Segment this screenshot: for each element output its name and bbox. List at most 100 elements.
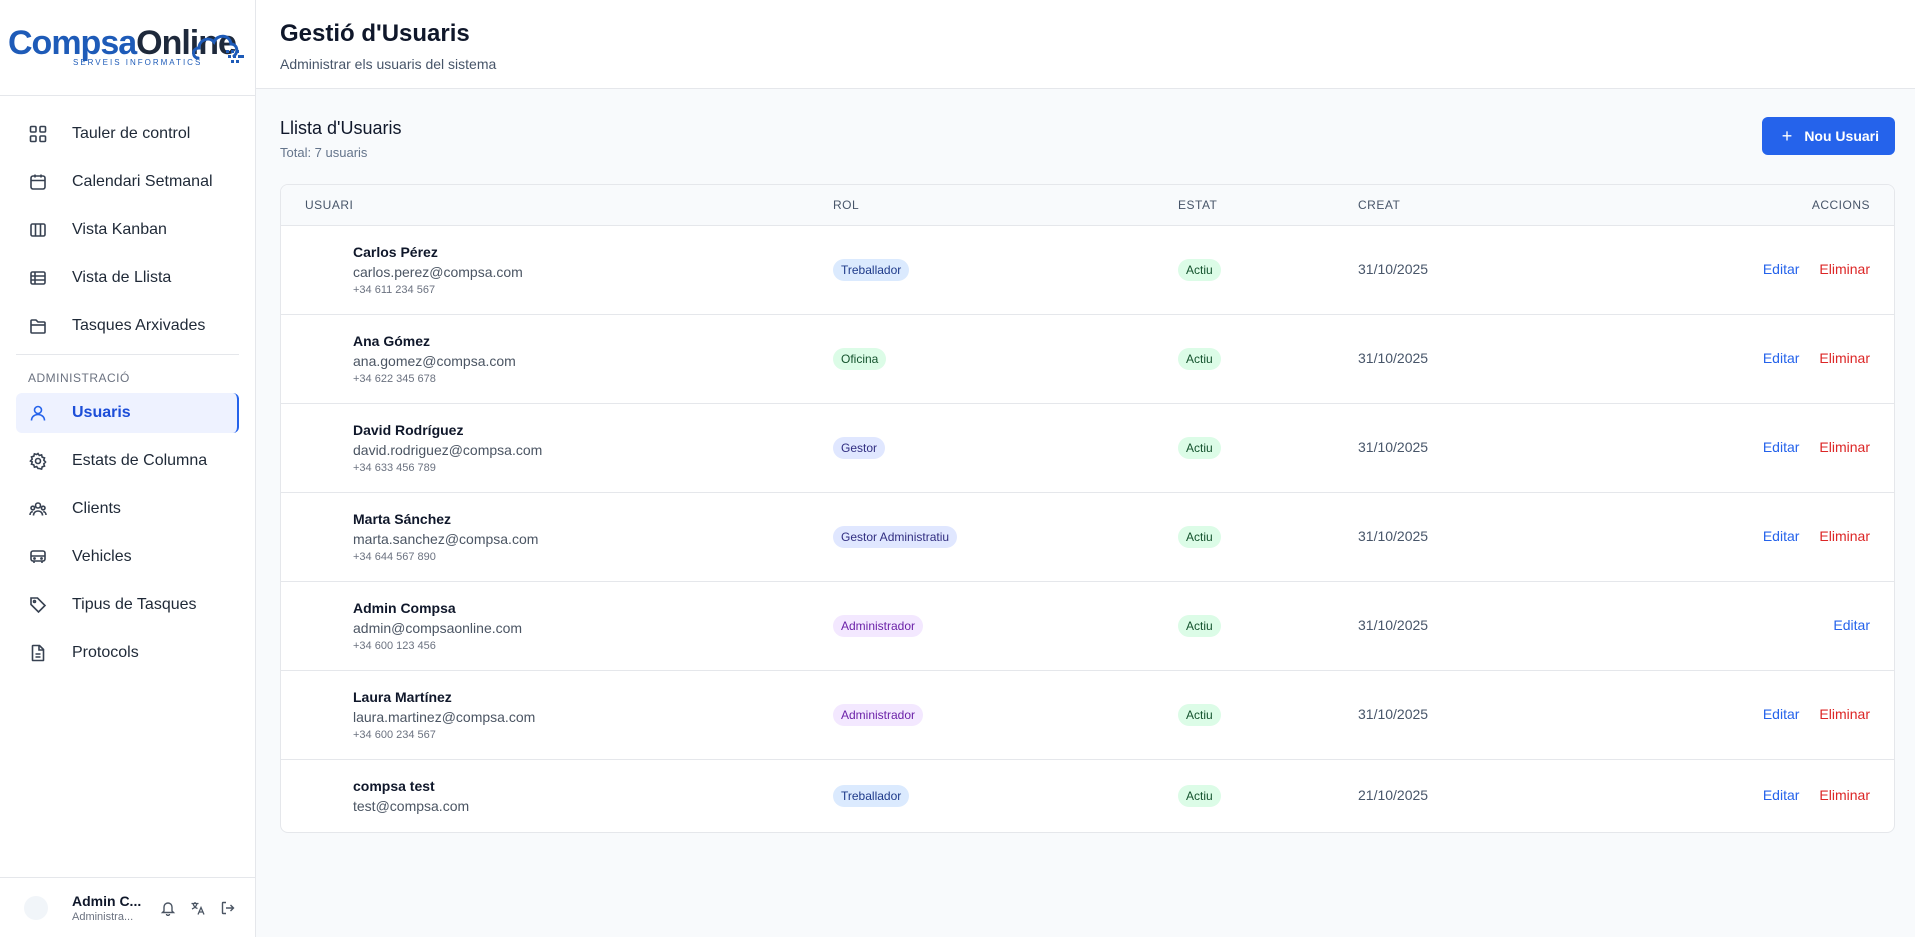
delete-button[interactable]: Eliminar [1819, 261, 1870, 277]
main-content: Llista d'Usuaris Total: 7 usuaris + Nou … [256, 89, 1915, 937]
edit-button[interactable]: Editar [1762, 787, 1800, 803]
sidebar-item-protocols[interactable]: Protocols [16, 633, 239, 673]
edit-button[interactable]: Editar [1762, 350, 1800, 366]
rol-cell: Oficina [833, 348, 1178, 370]
sidebar-item-label: Tipus de Tasques [72, 596, 197, 613]
edit-button[interactable]: Editar [1833, 617, 1870, 633]
creat-cell: 31/10/2025 [1358, 617, 1558, 635]
rol-cell: Gestor Administratiu [833, 526, 1178, 548]
avatar[interactable] [24, 895, 48, 920]
sidebar-item-label: Vista de Llista [72, 269, 172, 286]
sidebar-item-kanban[interactable]: Vista Kanban [16, 210, 239, 250]
nav-divider [16, 354, 239, 355]
delete-button[interactable]: Eliminar [1819, 787, 1870, 803]
edit-button[interactable]: Editar [1762, 706, 1800, 722]
user-cell: Marta Sánchez marta.sanchez@compsa.com +34… [281, 511, 833, 563]
column-header-rol: ROL [833, 198, 860, 212]
estat-cell: Actiu [1178, 526, 1358, 548]
estat-cell: Actiu [1178, 437, 1358, 459]
user-email: carlos.perez@compsa.com [353, 264, 523, 280]
kanban-icon [28, 220, 48, 240]
created-date: 21/10/2025 [1358, 787, 1429, 803]
user-icon [28, 403, 48, 423]
user-name: Carlos Pérez [353, 244, 438, 260]
user-name: Laura Martínez [353, 689, 452, 705]
sidebar-item-llista[interactable]: Vista de Llista [16, 258, 239, 298]
sidebar-item-usuaris[interactable]: Usuaris [16, 393, 239, 433]
user-cell: David Rodríguez david.rodriguez@compsa.co… [281, 422, 833, 474]
created-date: 31/10/2025 [1358, 439, 1429, 455]
logout-icon[interactable] [218, 898, 238, 918]
delete-button[interactable]: Eliminar [1819, 528, 1870, 544]
column-header-user: USUARI [305, 198, 354, 212]
user-phone: +34 600 123 456 [353, 640, 436, 652]
creat-cell: 31/10/2025 [1358, 528, 1558, 546]
sidebar-item-label: Protocols [72, 644, 139, 661]
status-badge: Actiu [1178, 615, 1221, 637]
actions-cell: Editar Eliminar [1558, 706, 1894, 724]
translate-icon[interactable] [188, 898, 208, 918]
cloud-icon [192, 34, 244, 63]
sidebar-item-estats[interactable]: Estats de Columna [16, 441, 239, 481]
edit-button[interactable]: Editar [1762, 528, 1800, 544]
delete-button[interactable]: Eliminar [1819, 706, 1870, 722]
sidebar: CompsaOnline SERVEIS INFORMATICS Tauler … [0, 0, 256, 937]
estat-cell: Actiu [1178, 785, 1358, 807]
users-table: USUARI ROL ESTAT CREAT ACCIONS Carlos Pé… [280, 184, 1895, 833]
rol-cell: Treballador [833, 785, 1178, 807]
sidebar-item-tipus[interactable]: Tipus de Tasques [16, 585, 239, 625]
estat-cell: Actiu [1178, 615, 1358, 637]
table-body: Carlos Pérez carlos.perez@compsa.com +34 6… [281, 226, 1894, 832]
table-row: Marta Sánchez marta.sanchez@compsa.com +34… [281, 493, 1894, 582]
user-name: Marta Sánchez [353, 511, 452, 527]
edit-button[interactable]: Editar [1762, 439, 1800, 455]
calendar-icon [28, 172, 48, 192]
page-header: Gestió d'Usuaris Administrar els usuaris… [256, 0, 1915, 89]
rol-cell: Administrador [833, 704, 1178, 726]
sidebar-item-label: Clients [72, 500, 121, 517]
current-user[interactable]: Admin C... Administra... [72, 893, 142, 923]
sidebar-item-tauler[interactable]: Tauler de control [16, 114, 239, 154]
created-date: 31/10/2025 [1358, 706, 1429, 722]
created-date: 31/10/2025 [1358, 528, 1429, 544]
user-name: Admin Compsa [353, 600, 456, 616]
user-email: laura.martinez@compsa.com [353, 709, 536, 725]
sidebar-item-label: Tauler de control [72, 125, 191, 142]
delete-button[interactable]: Eliminar [1819, 439, 1870, 455]
table-row: Laura Martínez laura.martinez@compsa.com +… [281, 671, 1894, 760]
user-email: ana.gomez@compsa.com [353, 353, 516, 369]
status-badge: Actiu [1178, 785, 1221, 807]
creat-cell: 31/10/2025 [1358, 350, 1558, 368]
actions-cell: Editar Eliminar [1558, 439, 1894, 457]
role-badge: Oficina [833, 348, 887, 370]
user-cell: Carlos Pérez carlos.perez@compsa.com +34 6… [281, 244, 833, 296]
folder-icon [28, 316, 48, 336]
user-phone: +34 644 567 890 [353, 551, 436, 563]
bell-icon[interactable] [158, 898, 178, 918]
user-phone: +34 622 345 678 [353, 373, 436, 385]
table-row: Admin Compsa admin@compsaonline.com +34 60… [281, 582, 1894, 671]
actions-cell: Editar Eliminar [1558, 261, 1894, 279]
sidebar-nav: Tauler de control Calendari Setmanal Vis… [0, 96, 255, 673]
sidebar-item-label: Estats de Columna [72, 452, 208, 469]
table-row: Ana Gómez ana.gomez@compsa.com +34 622 345… [281, 315, 1894, 404]
user-email: admin@compsaonline.com [353, 620, 523, 636]
logo[interactable]: CompsaOnline SERVEIS INFORMATICS [0, 0, 255, 96]
rol-cell: Gestor [833, 437, 1178, 459]
table-row: compsa test test@compsa.com Treballador Act… [281, 760, 1894, 832]
estat-cell: Actiu [1178, 704, 1358, 726]
new-user-button[interactable]: + Nou Usuari [1761, 117, 1895, 155]
edit-button[interactable]: Editar [1762, 261, 1800, 277]
table-header: USUARI ROL ESTAT CREAT ACCIONS [281, 185, 1894, 226]
sidebar-item-calendari[interactable]: Calendari Setmanal [16, 162, 239, 202]
estat-cell: Actiu [1178, 348, 1358, 370]
sidebar-item-arxivades[interactable]: Tasques Arxivades [16, 306, 239, 346]
current-user-name: Admin C... [72, 892, 142, 909]
sidebar-item-vehicles[interactable]: Vehicles [16, 537, 239, 577]
dashboard-icon [28, 124, 48, 144]
list-icon [28, 268, 48, 288]
sidebar-item-clients[interactable]: Clients [16, 489, 239, 529]
user-cell: Laura Martínez laura.martinez@compsa.com +… [281, 689, 833, 741]
delete-button[interactable]: Eliminar [1819, 350, 1870, 366]
user-phone: +34 611 234 567 [353, 284, 436, 296]
